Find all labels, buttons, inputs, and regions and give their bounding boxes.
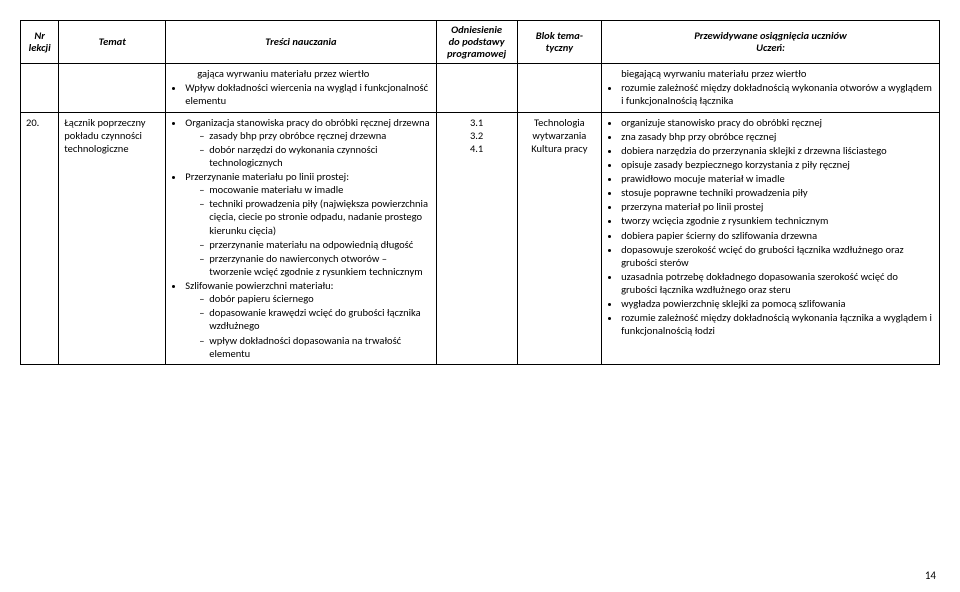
cell-prev-temat [59, 64, 166, 112]
th-przew-l1: Przewidywane osiągnięcia uczniów [694, 29, 847, 42]
o7: przerzyna materiał po linii prostej [621, 200, 934, 213]
o6: stosuje poprawne techniki prowadzenia pi… [621, 186, 934, 199]
o10: dopasowuje szerokość wcięć do grubości ł… [621, 243, 934, 269]
t20-b2-s4: przerzynanie do nawierconych otworów – t… [199, 252, 430, 278]
t20-b3-s1: dobór papieru ściernego [199, 292, 430, 305]
o12: wygładza powierzchnię sklejki za pomocą … [621, 297, 934, 310]
page-number: 14 [925, 569, 936, 582]
odn-2: 3.2 [470, 129, 483, 142]
cell-prev-nr [21, 64, 59, 112]
tresci-prev-b1: Wpływ dokładności wiercenia na wygląd i … [185, 81, 430, 107]
t20-b3-text: Szlifowanie powierzchni materiału: [185, 279, 333, 292]
th-przew-l2: Uczeń: [756, 41, 785, 54]
th-odn: Odniesienie do podstawy programowej [436, 21, 517, 64]
nr-20: 20. [26, 116, 39, 129]
th-tresci: Treści nauczania [166, 21, 436, 64]
th-nr: Nr lekcji [21, 21, 59, 64]
th-tresci-text: Treści nauczania [265, 35, 336, 48]
th-temat-text: Temat [99, 35, 126, 48]
o9: dobiera papier ścierny do szlifowania dr… [621, 229, 934, 242]
blok-1: Technologia [534, 116, 585, 129]
cell-20-odn: 3.1 3.2 4.1 [436, 112, 517, 364]
th-przew: Przewidywane osiągnięcia uczniów Uczeń: [602, 21, 940, 64]
t20-b1-s2: dobór narzędzi do wykonania czynności te… [199, 143, 430, 169]
t20-b1-text: Organizacja stanowiska pracy do obróbki … [185, 116, 429, 129]
t20-b2-s1: mocowanie materiału w imadle [199, 183, 430, 196]
cell-20-blok: Technologia wytwarzania Kultura pracy [517, 112, 601, 364]
cell-20-nr: 20. [21, 112, 59, 364]
th-blok-l2: tyczny [546, 41, 573, 54]
th-blok-l1: Blok tema- [536, 29, 583, 42]
row-20: 20. Łącznik poprzeczny pokładu czynności… [21, 112, 940, 364]
cell-20-temat: Łącznik poprzeczny pokładu czynności tec… [59, 112, 166, 364]
th-odn-l2: do podstawy [449, 35, 505, 48]
odn-1: 3.1 [470, 116, 483, 129]
t20-b3: Szlifowanie powierzchni materiału: dobór… [185, 279, 430, 360]
o13: rozumie zależność między dokładnością wy… [621, 311, 934, 337]
out-prev-b1: rozumie zależność między dokładnością wy… [621, 81, 934, 107]
row-continuation: gająca wyrwaniu materiału przez wiertło … [21, 64, 940, 112]
cell-20-tresci: Organizacja stanowiska pracy do obróbki … [166, 112, 436, 364]
t20-b2-text: Przerzynanie materiału po linii prostej: [185, 170, 349, 183]
cell-prev-odn [436, 64, 517, 112]
o1: organizuje stanowisko pracy do obróbki r… [621, 116, 934, 129]
odn-3: 4.1 [470, 142, 483, 155]
o5: prawidłowo mocuje materiał w imadle [621, 172, 934, 185]
th-temat: Temat [59, 21, 166, 64]
th-odn-l1: Odniesienie [451, 23, 502, 36]
out-prev-cont: biegającą wyrwaniu materiału przez wiert… [621, 67, 934, 80]
blok-3: Kultura pracy [531, 142, 587, 155]
t20-b3-s2: dopasowanie krawędzi wcięć do grubości ł… [199, 306, 430, 332]
th-blok: Blok tema- tyczny [517, 21, 601, 64]
cell-prev-blok [517, 64, 601, 112]
t20-b3-s3: wpływ dokładności dopasowania na trwałoś… [199, 334, 430, 360]
t20-b1-s1: zasady bhp przy obróbce ręcznej drzewna [199, 129, 430, 142]
o11: uzasadnia potrzebę dokładnego dopasowani… [621, 270, 934, 296]
header-row: Nr lekcji Temat Treści nauczania Odniesi… [21, 21, 940, 64]
blok-2: wytwarzania [532, 129, 586, 142]
th-odn-l3: programowej [447, 47, 506, 60]
cell-prev-outcomes: biegającą wyrwaniu materiału przez wiert… [602, 64, 940, 112]
th-nr-text: Nr lekcji [29, 29, 51, 54]
t20-b2: Przerzynanie materiału po linii prostej:… [185, 170, 430, 278]
temat-20: Łącznik poprzeczny pokładu czynności tec… [64, 116, 145, 155]
t20-b2-s3: przerzynanie materiału na odpowiednią dł… [199, 238, 430, 251]
t20-b2-s2: techniki prowadzenia piły (największa po… [199, 197, 430, 236]
o3: dobiera narzędzia do przerzynania sklejk… [621, 144, 934, 157]
o2: zna zasady bhp przy obróbce ręcznej [621, 130, 934, 143]
o4: opisuje zasady bezpiecznego korzystania … [621, 158, 934, 171]
cell-prev-tresci: gająca wyrwaniu materiału przez wiertło … [166, 64, 436, 112]
curriculum-table: Nr lekcji Temat Treści nauczania Odniesi… [20, 20, 940, 365]
t20-b1: Organizacja stanowiska pracy do obróbki … [185, 116, 430, 170]
cell-20-outcomes: organizuje stanowisko pracy do obróbki r… [602, 112, 940, 364]
o8: tworzy wcięcia zgodnie z rysunkiem techn… [621, 214, 934, 227]
tresci-prev-cont: gająca wyrwaniu materiału przez wiertło [197, 67, 430, 80]
